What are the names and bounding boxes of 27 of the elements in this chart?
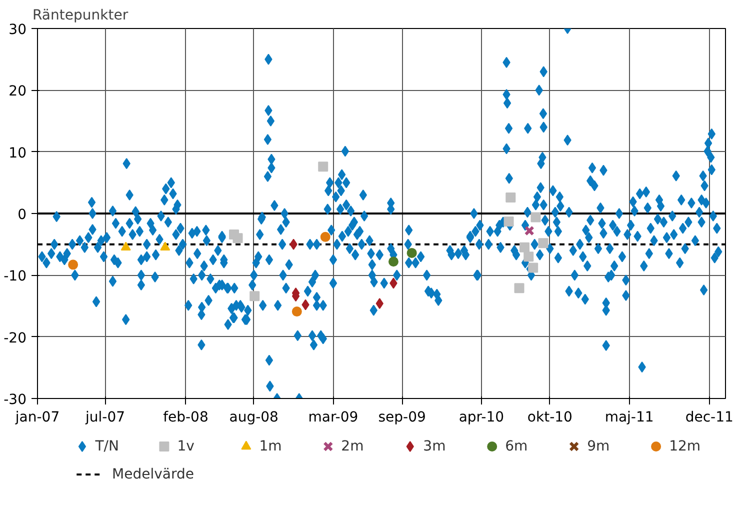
x-tick-label: mar-09 <box>308 410 358 426</box>
y-tick-label: -10 <box>4 268 27 285</box>
y-tick-label: -30 <box>4 392 27 408</box>
x-tick-label: okt-10 <box>527 410 572 426</box>
y-axis-title: Räntepunkter <box>32 8 128 24</box>
legend-label: 1v <box>177 438 194 454</box>
legend-label: 6m <box>505 438 528 454</box>
y-tick-label: 20 <box>8 84 27 100</box>
x-tick-label: aug-08 <box>229 410 278 426</box>
x-tick-label: sep-09 <box>378 410 426 426</box>
legend-label: 9m <box>587 438 610 454</box>
y-tick-label: 30 <box>8 22 27 38</box>
y-tick-label: 0 <box>18 207 27 223</box>
y-tick-label: -20 <box>4 330 27 346</box>
x-tick-label: dec-11 <box>685 410 734 426</box>
legend-label: 2m <box>341 438 364 454</box>
legend-label: T/N <box>94 438 120 454</box>
legend-label: 1m <box>259 438 282 454</box>
x-tick-label: jan-07 <box>14 410 60 426</box>
x-tick-label: feb-08 <box>163 410 208 426</box>
y-tick-label: 10 <box>8 145 27 162</box>
x-tick-label: apr-10 <box>458 410 504 426</box>
legend-label: 12m <box>669 438 701 454</box>
x-tick-label: jul-07 <box>84 410 126 426</box>
legend-label: Medelvärde <box>112 466 194 482</box>
legend-label: 3m <box>423 438 446 454</box>
x-tick-label: maj-11 <box>604 410 654 426</box>
